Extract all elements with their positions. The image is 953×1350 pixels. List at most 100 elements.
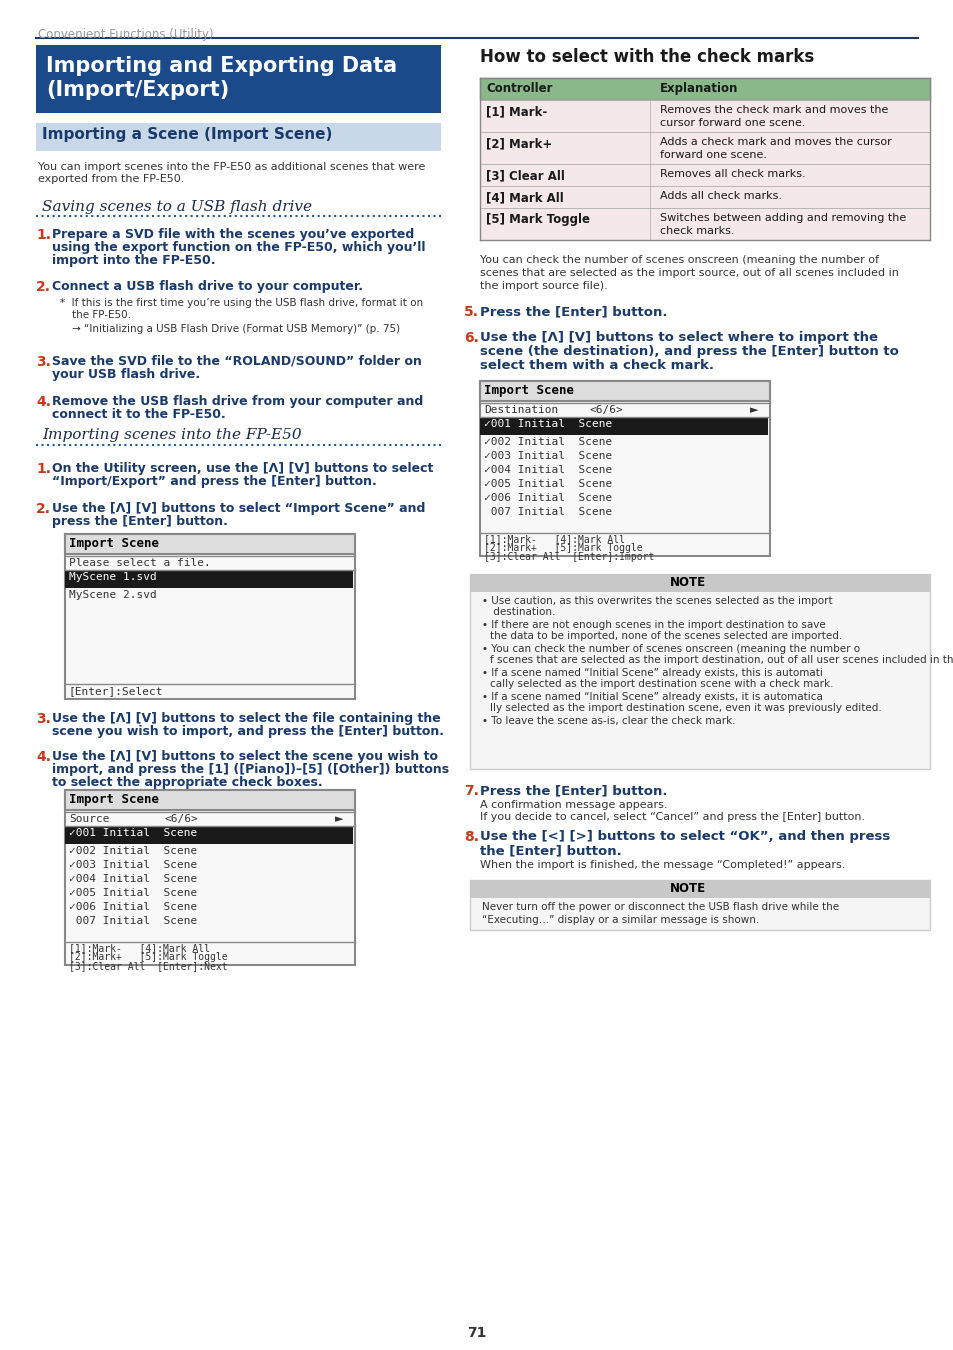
Text: Press the [Enter] button.: Press the [Enter] button. xyxy=(479,305,667,319)
Bar xyxy=(65,790,355,965)
Bar xyxy=(479,100,929,132)
Text: ►: ► xyxy=(335,814,343,824)
Text: How to select with the check marks: How to select with the check marks xyxy=(479,49,814,66)
Text: Destination: Destination xyxy=(483,405,558,414)
Text: 007 Initial  Scene: 007 Initial Scene xyxy=(69,917,197,926)
Text: “Import/Export” and press the [Enter] button.: “Import/Export” and press the [Enter] bu… xyxy=(52,475,376,487)
Text: import into the FP-E50.: import into the FP-E50. xyxy=(52,254,215,267)
Text: On the Utility screen, use the [Λ] [V] buttons to select: On the Utility screen, use the [Λ] [V] b… xyxy=(52,462,433,475)
Text: Convenient Functions (Utility): Convenient Functions (Utility) xyxy=(38,28,213,40)
Text: press the [Enter] button.: press the [Enter] button. xyxy=(52,514,228,528)
Text: Use the [Λ] [V] buttons to select the scene you wish to: Use the [Λ] [V] buttons to select the sc… xyxy=(52,751,437,763)
Text: 2.: 2. xyxy=(36,502,51,516)
Text: 7.: 7. xyxy=(463,784,478,798)
Text: cursor forward one scene.: cursor forward one scene. xyxy=(659,117,804,128)
Bar xyxy=(470,880,929,898)
Text: Remove the USB flash drive from your computer and: Remove the USB flash drive from your com… xyxy=(52,396,423,408)
Text: <6/6>: <6/6> xyxy=(589,405,623,414)
Text: Connect a USB flash drive to your computer.: Connect a USB flash drive to your comput… xyxy=(52,279,363,293)
Text: • If a scene named “Initial Scene” already exists, this is automati: • If a scene named “Initial Scene” alrea… xyxy=(481,668,822,678)
Text: the FP-E50.: the FP-E50. xyxy=(71,310,131,320)
Text: → “Initializing a USB Flash Drive (Format USB Memory)” (p. 75): → “Initializing a USB Flash Drive (Forma… xyxy=(71,324,399,333)
Text: [5] Mark Toggle: [5] Mark Toggle xyxy=(485,213,589,225)
Text: Source: Source xyxy=(69,814,110,824)
Bar xyxy=(65,535,355,554)
Text: check marks.: check marks. xyxy=(659,225,734,236)
Text: Removes all check marks.: Removes all check marks. xyxy=(659,169,804,180)
Text: cally selected as the import destination scene with a check mark.: cally selected as the import destination… xyxy=(490,679,833,688)
Text: A confirmation message appears.: A confirmation message appears. xyxy=(479,801,667,810)
Text: • To leave the scene as-is, clear the check mark.: • To leave the scene as-is, clear the ch… xyxy=(481,716,735,726)
Text: Import Scene: Import Scene xyxy=(69,537,159,549)
Text: select them with a check mark.: select them with a check mark. xyxy=(479,359,713,373)
Text: You can check the number of scenes onscreen (meaning the number of: You can check the number of scenes onscr… xyxy=(479,255,878,265)
Text: import, and press the [1] ([Piano])–[5] ([Other]) buttons: import, and press the [1] ([Piano])–[5] … xyxy=(52,763,449,776)
Bar xyxy=(36,45,440,113)
Text: connect it to the FP-E50.: connect it to the FP-E50. xyxy=(52,408,226,421)
Bar xyxy=(65,535,355,699)
Text: [1]:Mark-   [4]:Mark All: [1]:Mark- [4]:Mark All xyxy=(69,944,210,953)
Bar xyxy=(65,790,355,810)
Text: [3]:Clear All  [Enter]:Next: [3]:Clear All [Enter]:Next xyxy=(69,961,228,971)
Text: Press the [Enter] button.: Press the [Enter] button. xyxy=(479,784,667,796)
Text: Explanation: Explanation xyxy=(659,82,738,94)
Bar xyxy=(470,574,929,770)
Text: [4] Mark All: [4] Mark All xyxy=(485,190,563,204)
Text: Import Scene: Import Scene xyxy=(483,383,574,397)
Bar xyxy=(479,78,929,100)
Text: • If a scene named “Initial Scene” already exists, it is automatica: • If a scene named “Initial Scene” alrea… xyxy=(481,693,822,702)
Bar xyxy=(470,880,929,930)
Bar xyxy=(65,570,353,589)
Text: Use the [Λ] [V] buttons to select “Import Scene” and: Use the [Λ] [V] buttons to select “Impor… xyxy=(52,502,425,514)
Text: scene you wish to import, and press the [Enter] button.: scene you wish to import, and press the … xyxy=(52,725,443,738)
Bar xyxy=(479,163,929,186)
Text: scenes that are selected as the import source, out of all scenes included in: scenes that are selected as the import s… xyxy=(479,269,898,278)
Text: 8.: 8. xyxy=(463,830,478,844)
Text: to select the appropriate check boxes.: to select the appropriate check boxes. xyxy=(52,776,322,788)
Text: the import source file).: the import source file). xyxy=(479,281,607,292)
Text: Never turn off the power or disconnect the USB flash drive while the: Never turn off the power or disconnect t… xyxy=(481,902,839,913)
Bar xyxy=(479,78,929,100)
Text: lly selected as the import destination scene, even it was previously edited.: lly selected as the import destination s… xyxy=(490,703,881,713)
Text: 007 Initial  Scene: 007 Initial Scene xyxy=(483,508,612,517)
Text: ✓005 Initial  Scene: ✓005 Initial Scene xyxy=(483,479,612,489)
Text: MyScene 2.svd: MyScene 2.svd xyxy=(69,590,156,599)
Bar xyxy=(479,381,769,401)
Text: Importing and Exporting Data: Importing and Exporting Data xyxy=(46,55,396,76)
Text: ✓002 Initial  Scene: ✓002 Initial Scene xyxy=(69,846,197,856)
Text: Removes the check mark and moves the: Removes the check mark and moves the xyxy=(659,105,887,115)
Text: [3]:Clear All  [Enter]:Import: [3]:Clear All [Enter]:Import xyxy=(483,552,654,562)
Text: ✓001 Initial  Scene: ✓001 Initial Scene xyxy=(483,418,612,429)
Text: 1.: 1. xyxy=(36,228,51,242)
Text: Saving scenes to a USB flash drive: Saving scenes to a USB flash drive xyxy=(42,200,312,215)
Text: forward one scene.: forward one scene. xyxy=(659,150,766,161)
Text: NOTE: NOTE xyxy=(669,576,705,589)
Text: 3.: 3. xyxy=(36,355,51,369)
Text: Use the [Λ] [V] buttons to select where to import the: Use the [Λ] [V] buttons to select where … xyxy=(479,331,877,344)
Text: • You can check the number of scenes onscreen (meaning the number o: • You can check the number of scenes ons… xyxy=(481,644,860,653)
Text: using the export function on the FP-E50, which you’ll: using the export function on the FP-E50,… xyxy=(52,242,425,254)
Bar xyxy=(479,208,929,240)
Text: destination.: destination. xyxy=(490,608,555,617)
Text: You can import scenes into the FP-E50 as additional scenes that were: You can import scenes into the FP-E50 as… xyxy=(38,162,425,171)
Text: ✓002 Initial  Scene: ✓002 Initial Scene xyxy=(483,437,612,447)
Text: ✓004 Initial  Scene: ✓004 Initial Scene xyxy=(483,464,612,475)
Text: Controller: Controller xyxy=(485,82,552,94)
Text: <6/6>: <6/6> xyxy=(165,814,198,824)
Text: ✓005 Initial  Scene: ✓005 Initial Scene xyxy=(69,888,197,898)
Text: scene (the destination), and press the [Enter] button to: scene (the destination), and press the [… xyxy=(479,346,898,358)
Text: If you decide to cancel, select “Cancel” and press the [Enter] button.: If you decide to cancel, select “Cancel”… xyxy=(479,811,864,822)
Text: 1.: 1. xyxy=(36,462,51,477)
Text: [1] Mark-: [1] Mark- xyxy=(485,105,547,117)
Text: [Enter]:Select: [Enter]:Select xyxy=(69,686,163,697)
Text: ►: ► xyxy=(749,405,758,414)
Text: Adds all check marks.: Adds all check marks. xyxy=(659,190,781,201)
Text: When the import is finished, the message “Completed!” appears.: When the import is finished, the message… xyxy=(479,860,844,869)
Bar xyxy=(470,574,929,593)
Text: (Import/Export): (Import/Export) xyxy=(46,80,229,100)
Text: [3] Clear All: [3] Clear All xyxy=(485,169,564,182)
Text: ✓006 Initial  Scene: ✓006 Initial Scene xyxy=(69,902,197,913)
Text: ✓004 Initial  Scene: ✓004 Initial Scene xyxy=(69,873,197,884)
Text: [1]:Mark-   [4]:Mark All: [1]:Mark- [4]:Mark All xyxy=(483,535,624,544)
Text: • If there are not enough scenes in the import destination to save: • If there are not enough scenes in the … xyxy=(481,620,828,630)
